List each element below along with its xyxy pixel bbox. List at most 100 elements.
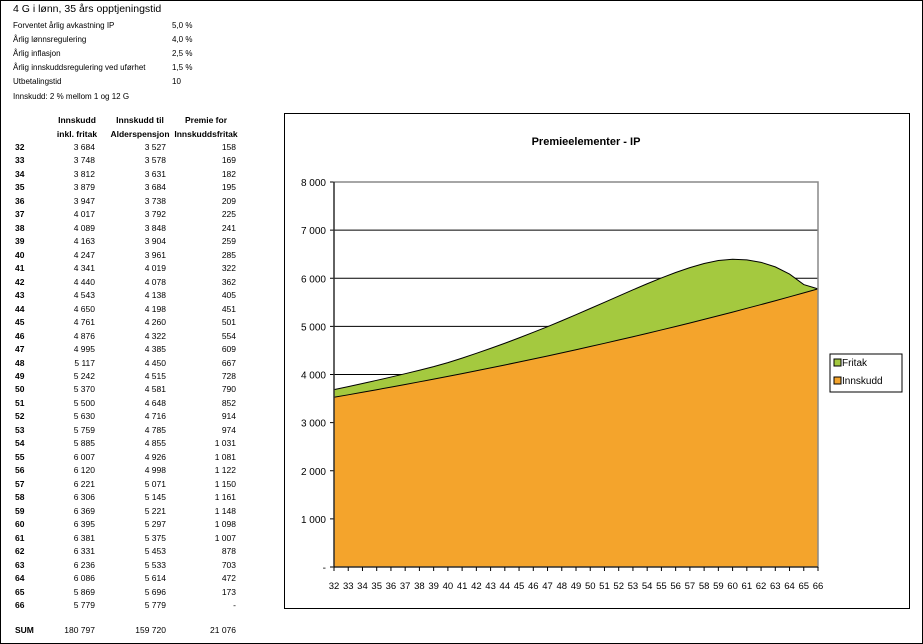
contribution-note: Innskudd: 2 % mellom 1 og 12 G <box>13 92 130 101</box>
x-tick-label: 49 <box>571 581 582 592</box>
table-row: 65 5 869 5 696 173 <box>1 587 251 600</box>
table-cell: 1 150 <box>214 478 236 489</box>
table-cell: 52 <box>15 411 25 422</box>
table-cell: 6 120 <box>73 465 95 476</box>
col-header-line: Alderspensjon <box>110 129 170 139</box>
table-cell: 5 533 <box>144 559 166 570</box>
table-row: 50 5 370 4 581 790 <box>1 384 251 397</box>
table-cell: 914 <box>221 411 236 422</box>
x-tick-label: 60 <box>727 581 738 592</box>
param-value: 2,5 % <box>172 49 193 58</box>
table-cell: 5 614 <box>144 573 166 584</box>
table-cell: 4 876 <box>73 330 95 341</box>
table-row: 54 5 885 4 855 1 031 <box>1 438 251 451</box>
legend-swatch-fritak <box>833 358 842 367</box>
table-cell: 6 086 <box>73 573 95 584</box>
table-row: 55 6 007 4 926 1 081 <box>1 452 251 465</box>
table-cell: 41 <box>15 263 25 274</box>
table-cell: 3 879 <box>73 182 95 193</box>
x-tick-label: 53 <box>628 581 639 592</box>
line-innskudd <box>333 288 819 398</box>
x-tick-label: 48 <box>556 581 567 592</box>
table-cell: 4 341 <box>73 263 95 274</box>
table-cell: 5 117 <box>74 357 95 368</box>
param-label: Årlig lønnsregulering <box>13 35 87 44</box>
table-cell: 259 <box>221 236 236 247</box>
table-cell: 4 322 <box>144 330 166 341</box>
table-row: 62 6 331 5 453 878 <box>1 546 251 559</box>
table-cell: 4 163 <box>73 236 95 247</box>
legend-label: Fritak <box>842 358 868 369</box>
table-cell: 1 161 <box>214 492 236 503</box>
table-cell: 5 071 <box>144 478 166 489</box>
table-cell: 64 <box>15 573 25 584</box>
table-row: 63 6 236 5 533 703 <box>1 560 251 573</box>
table-cell: 878 <box>221 546 236 557</box>
chart-premieelementer: Premieelementer - IP - 1 000 2 000 3 000 4 00… <box>284 113 910 609</box>
x-tick-label: 59 <box>713 581 724 592</box>
table-row: 51 5 500 4 648 852 <box>1 398 251 411</box>
x-tick-label: 34 <box>357 581 368 592</box>
param-label: Forventet årlig avkastning IP <box>13 21 115 30</box>
table-cell: 32 <box>15 142 25 152</box>
table-cell: 5 370 <box>73 384 95 395</box>
table-cell: 6 306 <box>73 492 95 503</box>
table-cell: 554 <box>221 330 236 341</box>
table-cell: 6 007 <box>73 451 95 462</box>
table-cell: - <box>233 599 236 610</box>
table-cell: 4 716 <box>144 411 166 422</box>
table-cell: 3 904 <box>144 236 166 247</box>
table-cell: 53 <box>15 424 25 435</box>
y-tick-label: 5 000 <box>301 322 326 333</box>
table-row: 43 4 543 4 138 405 <box>1 290 251 303</box>
table-cell: 451 <box>221 303 236 314</box>
table-cell: 46 <box>15 330 25 341</box>
table-cell: 3 812 <box>73 168 95 179</box>
param-label: Årlig innskuddsregulering ved uførhet <box>13 63 146 72</box>
x-tick-label: 45 <box>514 581 525 592</box>
table-cell: 42 <box>15 276 25 287</box>
x-tick-label: 65 <box>798 581 809 592</box>
table-row: 39 4 163 3 904 259 <box>1 236 251 249</box>
x-tick-label: 66 <box>813 581 824 592</box>
table-cell: 5 869 <box>73 586 95 597</box>
table-cell: 51 <box>15 397 25 408</box>
table-cell: 3 578 <box>144 155 166 166</box>
legend-box <box>829 353 903 393</box>
x-tick-label: 63 <box>770 581 781 592</box>
table-row: 61 6 381 5 375 1 007 <box>1 533 251 546</box>
table-cell: 4 450 <box>144 357 166 368</box>
table-cell: 3 748 <box>73 155 95 166</box>
table-cell: 3 631 <box>144 168 166 179</box>
table-cell: 60 <box>15 519 25 530</box>
table-cell: 49 <box>15 370 25 381</box>
table-cell: 54 <box>15 438 25 449</box>
param-label: Årlig inflasjon <box>13 49 61 58</box>
table-cell: 5 696 <box>144 586 166 597</box>
chart-title: Premieelementer - IP <box>532 136 641 148</box>
table-cell: 5 145 <box>144 492 166 503</box>
table-cell: 4 543 <box>73 290 95 301</box>
table-cell: 4 855 <box>144 438 166 449</box>
table-row: 58 6 306 5 145 1 161 <box>1 492 251 505</box>
table-cell: 4 998 <box>144 465 166 476</box>
table-cell: 5 453 <box>144 546 166 557</box>
table-cell: 4 078 <box>144 276 166 287</box>
table-row: 59 6 369 5 221 1 148 <box>1 506 251 519</box>
table-row: 46 4 876 4 322 554 <box>1 331 251 344</box>
sum-cell: 21 076 <box>210 625 236 635</box>
table-cell: 209 <box>221 195 236 206</box>
table-cell: 4 515 <box>144 370 166 381</box>
x-tick-label: 41 <box>457 581 468 592</box>
table-row: 64 6 086 5 614 472 <box>1 573 251 586</box>
x-tick-label: 37 <box>400 581 411 592</box>
x-tick-label: 52 <box>613 581 624 592</box>
table-cell: 57 <box>15 478 25 489</box>
x-tick-label: 51 <box>599 581 610 592</box>
table-cell: 5 375 <box>144 532 166 543</box>
table-cell: 6 381 <box>73 532 95 543</box>
table-cell: 974 <box>221 424 236 435</box>
x-tick-label: 62 <box>756 581 767 592</box>
table-row: 52 5 630 4 716 914 <box>1 411 251 424</box>
x-tick-label: 35 <box>371 581 382 592</box>
